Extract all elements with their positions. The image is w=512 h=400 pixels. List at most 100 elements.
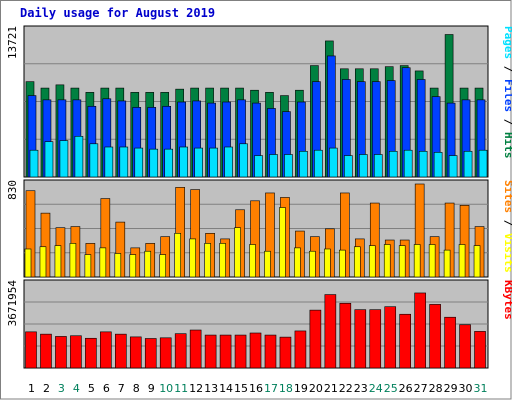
legend-traffic: Pages / Files / Hits (502, 26, 512, 159)
bar-kbytes-day-22 (339, 302, 352, 369)
bar-visits-day-4 (69, 243, 77, 278)
x-label-day-18: 18 (279, 382, 293, 395)
bar-kbytes-day-4 (70, 335, 82, 369)
bar-kbytes-day-21 (324, 294, 337, 369)
y-max-label-kbytes: 3671954 (6, 280, 19, 327)
bar-pages-day-14 (224, 146, 233, 178)
bar-kbytes-day-20 (309, 309, 322, 369)
legend-part-slash: / (502, 112, 512, 126)
legend-part-slash: / (502, 213, 512, 227)
bar-kbytes-day-14 (219, 334, 232, 369)
bar-kbytes-day-16 (249, 332, 262, 369)
bar-kbytes-day-26 (399, 313, 411, 369)
legend-part-hits: Hits (502, 125, 512, 158)
x-label-day-4: 4 (73, 382, 80, 395)
bar-visits-day-20 (309, 250, 316, 278)
bar-pages-day-30 (463, 150, 473, 178)
legend-part-files: Files (502, 72, 512, 112)
x-label-day-12: 12 (189, 382, 203, 395)
bar-visits-day-2 (39, 246, 47, 278)
bar-pages-day-13 (209, 147, 218, 178)
x-label-day-23: 23 (354, 382, 368, 395)
legend-part-visits: Visits (502, 226, 512, 272)
x-label-day-28: 28 (429, 382, 443, 395)
bar-pages-day-20 (314, 149, 323, 178)
bar-visits-day-18 (279, 207, 286, 278)
bar-visits-day-3 (54, 245, 62, 278)
bar-pages-day-31 (478, 149, 488, 178)
x-label-day-27: 27 (414, 382, 428, 395)
bar-kbytes-day-18 (279, 336, 292, 369)
bar-kbytes-day-11 (174, 333, 187, 369)
bar-visits-day-14 (219, 243, 226, 278)
x-label-day-21: 21 (324, 382, 338, 395)
bar-pages-day-3 (59, 140, 69, 178)
bar-pages-day-26 (403, 149, 413, 178)
bar-kbytes-day-9 (144, 338, 157, 369)
bar-visits-day-21 (324, 248, 331, 278)
bar-visits-day-15 (234, 227, 241, 278)
bar-pages-day-28 (433, 152, 443, 178)
bar-pages-day-18 (284, 154, 293, 178)
x-label-day-20: 20 (309, 382, 323, 395)
bar-kbytes-day-8 (129, 336, 142, 369)
bar-pages-day-9 (149, 148, 159, 178)
bar-kbytes-day-2 (40, 333, 52, 369)
bar-kbytes-day-23 (354, 309, 367, 369)
bar-visits-day-30 (458, 244, 466, 278)
legend-part-sites: Sites (502, 180, 512, 213)
bar-visits-day-29 (443, 249, 451, 278)
bar-visits-day-6 (99, 247, 107, 278)
bar-kbytes-day-17 (264, 334, 277, 369)
legend-part-slash: / (502, 59, 512, 73)
bar-pages-day-21 (329, 147, 338, 178)
x-label-day-16: 16 (249, 382, 263, 395)
bar-pages-day-8 (134, 147, 144, 178)
bar-pages-day-5 (89, 143, 99, 178)
bar-visits-day-9 (144, 250, 152, 278)
bar-visits-day-13 (204, 243, 211, 278)
bar-kbytes-day-30 (459, 324, 471, 369)
bar-visits-day-31 (473, 245, 481, 278)
bar-visits-day-28 (428, 244, 436, 278)
x-label-day-19: 19 (294, 382, 308, 395)
y-max-label-sites: 830 (6, 180, 19, 200)
bar-visits-day-23 (353, 246, 361, 278)
x-label-day-15: 15 (234, 382, 248, 395)
bar-pages-day-24 (373, 154, 383, 178)
bar-kbytes-day-12 (189, 329, 202, 369)
bar-visits-day-19 (294, 247, 301, 278)
legend-part-pages: Pages (502, 26, 512, 59)
bar-visits-day-11 (174, 233, 181, 278)
bar-pages-day-25 (388, 150, 398, 178)
y-max-label-traffic: 13721 (6, 26, 19, 59)
bar-kbytes-day-27 (414, 292, 426, 369)
bar-kbytes-day-24 (369, 309, 382, 369)
x-label-day-26: 26 (399, 382, 413, 395)
bar-pages-day-22 (344, 155, 353, 178)
bar-pages-day-1 (29, 149, 39, 178)
bar-visits-day-27 (413, 244, 421, 278)
bar-visits-day-10 (159, 254, 167, 278)
bar-pages-day-23 (358, 154, 368, 178)
x-label-day-8: 8 (133, 382, 140, 395)
bar-pages-day-12 (194, 147, 203, 178)
x-label-day-10: 10 (159, 382, 173, 395)
bar-kbytes-day-10 (159, 337, 172, 369)
bar-kbytes-day-5 (85, 337, 97, 369)
bar-pages-day-11 (179, 146, 188, 178)
x-label-day-25: 25 (384, 382, 398, 395)
bar-pages-day-16 (254, 155, 263, 178)
x-label-day-29: 29 (444, 382, 458, 395)
bar-kbytes-day-15 (234, 334, 247, 369)
bar-pages-day-4 (74, 135, 84, 178)
bar-visits-day-5 (84, 254, 92, 278)
legend-part-kbytes: KBytes (502, 280, 512, 320)
bar-pages-day-27 (418, 150, 428, 178)
bar-pages-day-10 (164, 148, 174, 178)
chart-title: Daily usage for August 2019 (20, 6, 216, 20)
bar-visits-day-8 (129, 254, 137, 278)
bar-kbytes-day-6 (100, 331, 112, 369)
